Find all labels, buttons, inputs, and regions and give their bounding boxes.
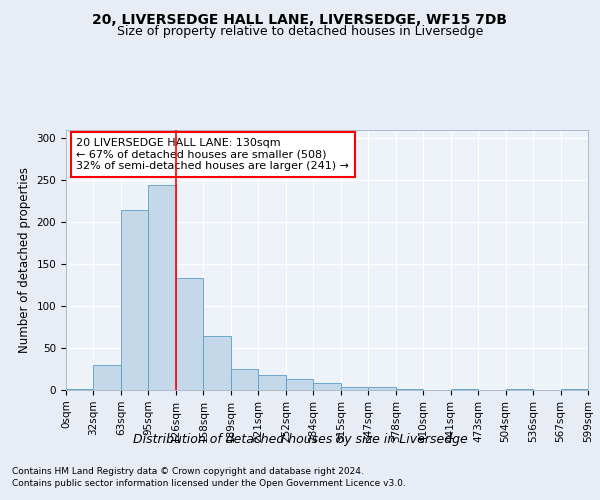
Text: Contains HM Land Registry data © Crown copyright and database right 2024.: Contains HM Land Registry data © Crown c…: [12, 468, 364, 476]
Bar: [231, 369, 259, 390]
Text: 20, LIVERSEDGE HALL LANE, LIVERSEDGE, WF15 7DB: 20, LIVERSEDGE HALL LANE, LIVERSEDGE, WF…: [92, 12, 508, 26]
Text: 20 LIVERSEDGE HALL LANE: 130sqm
← 67% of detached houses are smaller (508)
32% o: 20 LIVERSEDGE HALL LANE: 130sqm ← 67% of…: [76, 138, 349, 171]
Bar: [121, 210, 148, 390]
Bar: [203, 336, 231, 390]
Text: Size of property relative to detached houses in Liversedge: Size of property relative to detached ho…: [117, 25, 483, 38]
Bar: [286, 379, 313, 390]
Bar: [560, 389, 588, 390]
Bar: [451, 389, 478, 390]
Bar: [395, 389, 423, 390]
Bar: [259, 375, 286, 390]
Bar: [368, 388, 395, 390]
Text: Distribution of detached houses by size in Liversedge: Distribution of detached houses by size …: [133, 432, 467, 446]
Bar: [66, 389, 94, 390]
Bar: [313, 384, 341, 390]
Text: Contains public sector information licensed under the Open Government Licence v3: Contains public sector information licen…: [12, 479, 406, 488]
Bar: [148, 184, 176, 390]
Bar: [94, 365, 121, 390]
Bar: [176, 278, 203, 390]
Bar: [341, 386, 368, 390]
Bar: [506, 389, 533, 390]
Y-axis label: Number of detached properties: Number of detached properties: [18, 167, 31, 353]
